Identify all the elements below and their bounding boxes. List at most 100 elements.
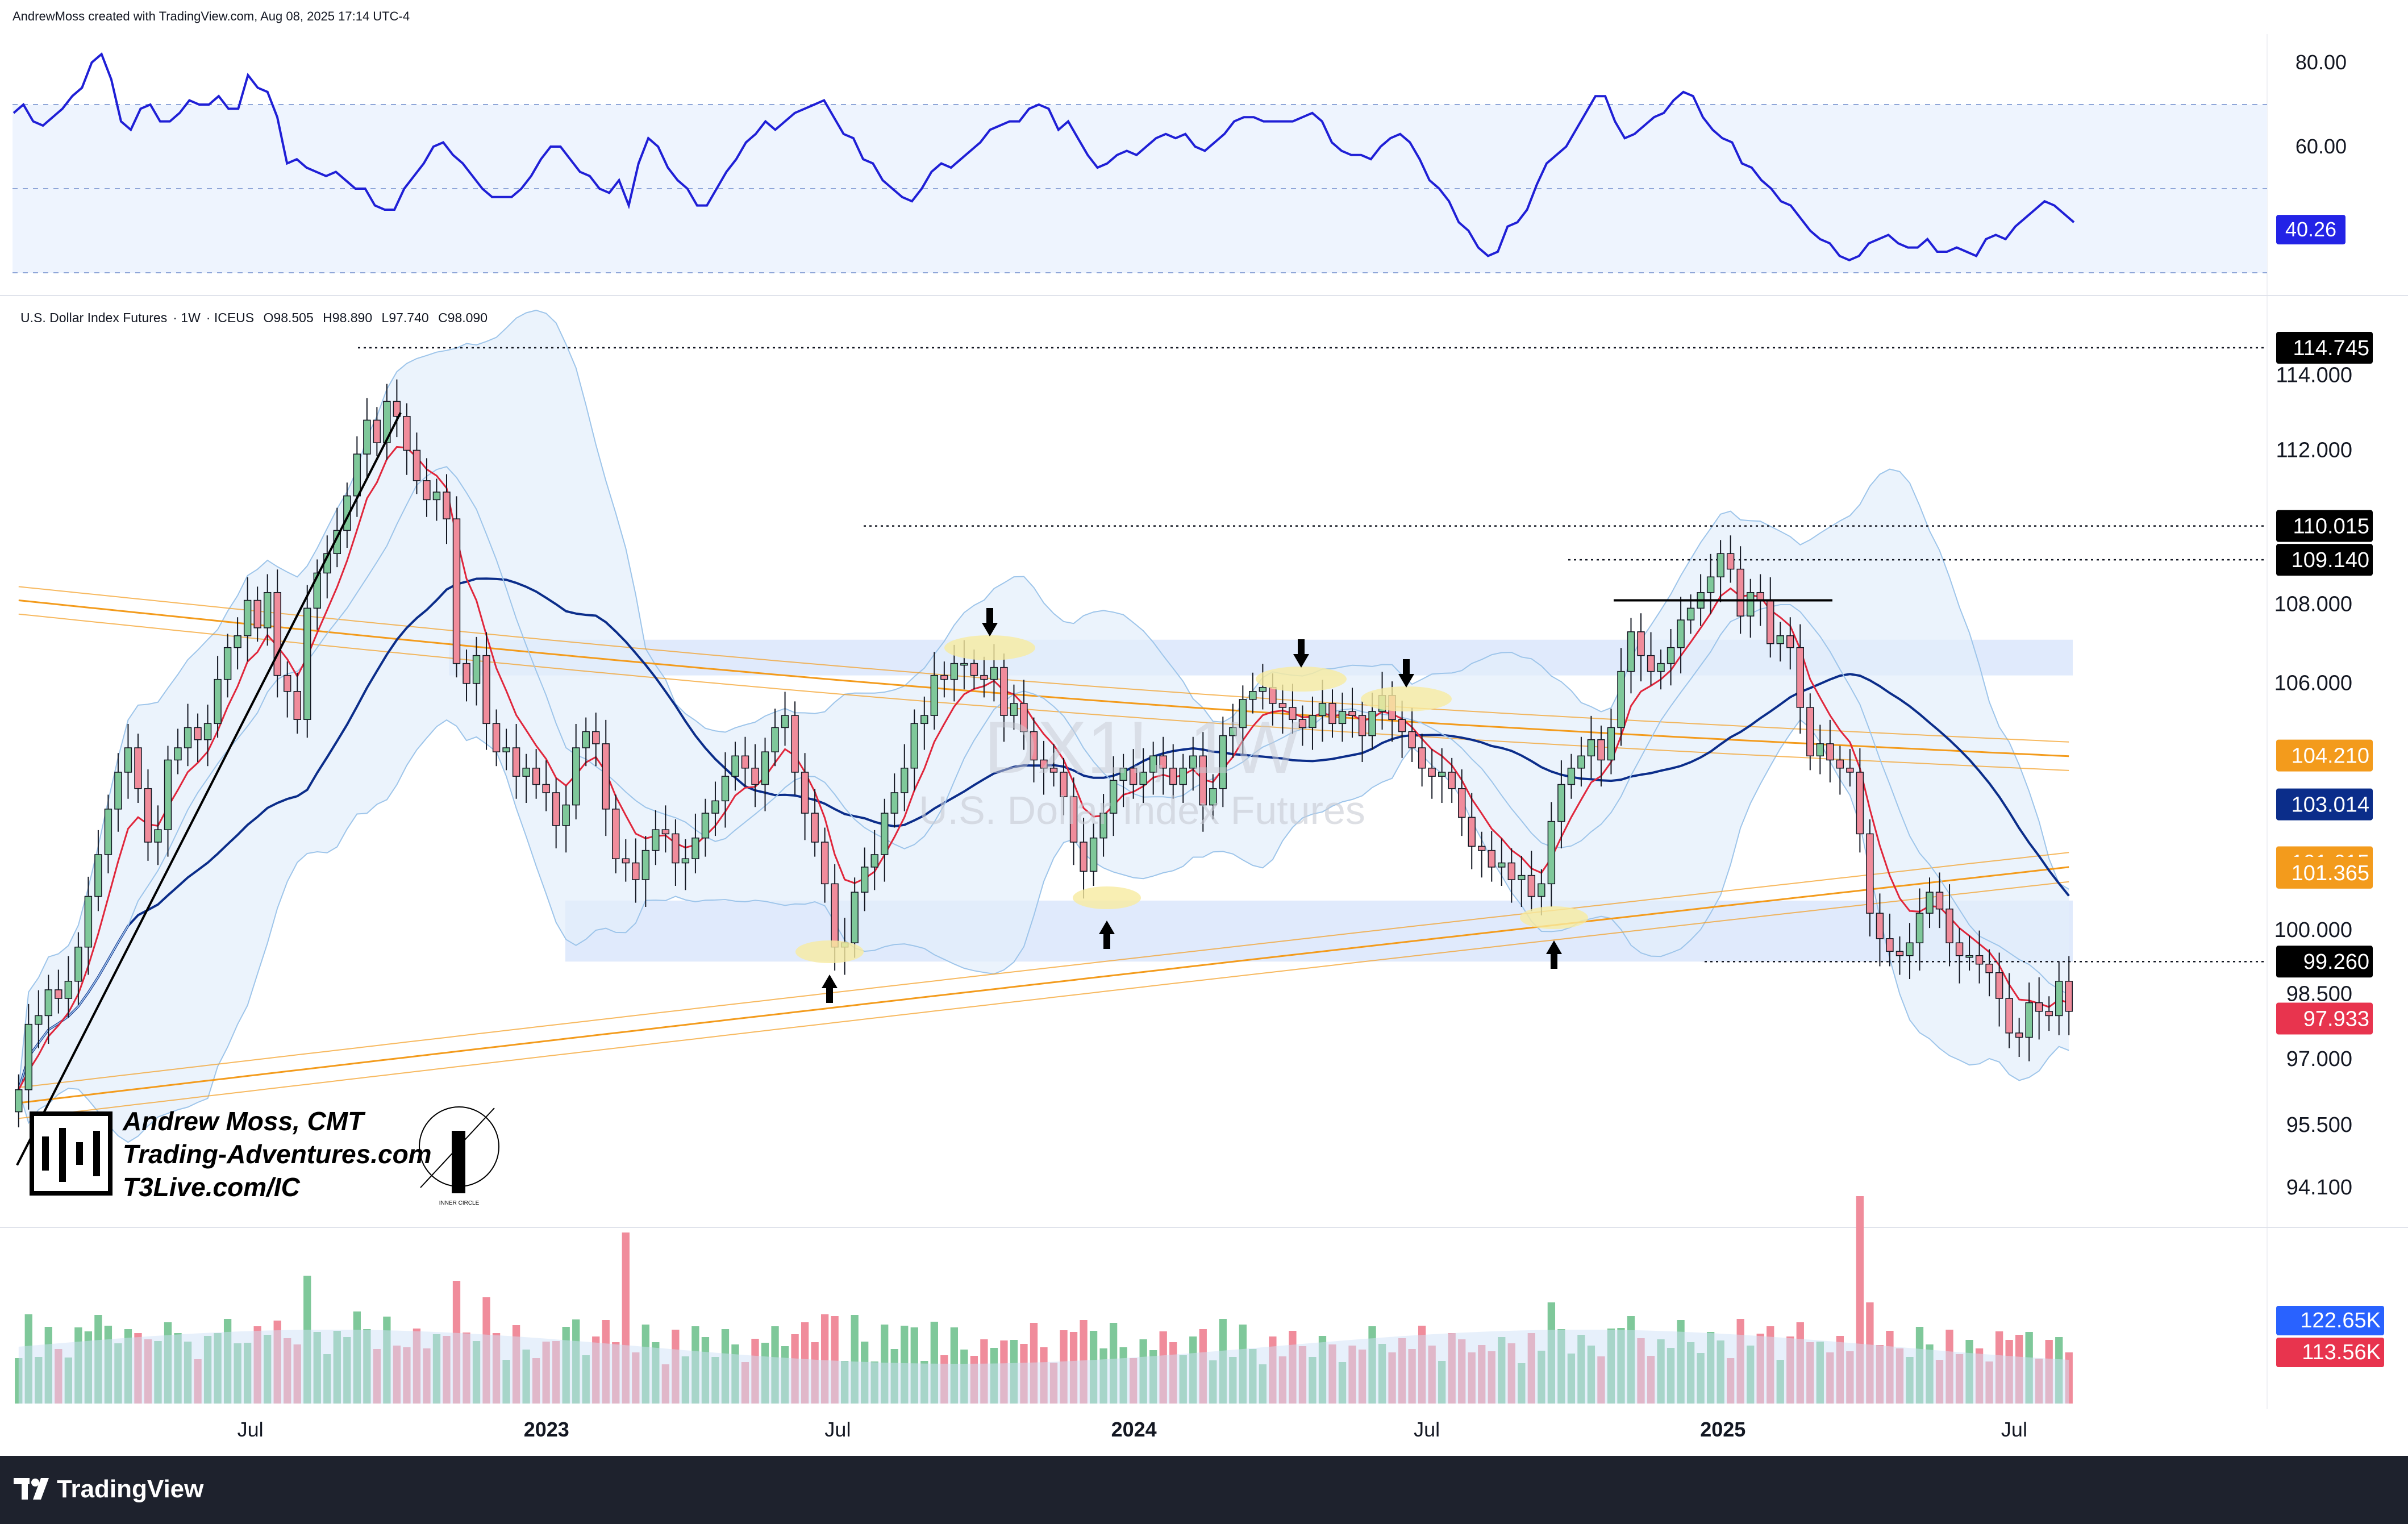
candle[interactable]: [1338, 692, 1347, 742]
candle[interactable]: [1527, 851, 1536, 911]
candle[interactable]: [1488, 831, 1495, 882]
candle[interactable]: [234, 617, 241, 670]
candle[interactable]: [641, 836, 650, 907]
candle[interactable]: [761, 738, 769, 811]
price-tag-label[interactable]: 109.140: [2276, 544, 2373, 576]
candle[interactable]: [1637, 613, 1645, 682]
candle[interactable]: [820, 827, 829, 903]
candle[interactable]: [681, 839, 690, 890]
candle[interactable]: [1617, 648, 1625, 746]
candle[interactable]: [1358, 701, 1367, 763]
candle[interactable]: [2025, 982, 2033, 1061]
candle[interactable]: [203, 705, 212, 767]
candle[interactable]: [1119, 753, 1127, 807]
candle[interactable]: [592, 713, 600, 767]
candle[interactable]: [1736, 546, 1744, 634]
candle[interactable]: [1726, 535, 1735, 583]
symbol-legend[interactable]: U.S. Dollar Index Futures · 1W · ICEUS O98…: [20, 310, 488, 325]
candle[interactable]: [393, 379, 401, 438]
candle[interactable]: [303, 585, 311, 738]
candle[interactable]: [512, 724, 520, 799]
candle[interactable]: [383, 384, 391, 460]
candle[interactable]: [1796, 624, 1804, 734]
candle[interactable]: [1448, 757, 1456, 803]
candle[interactable]: [114, 753, 122, 832]
candle[interactable]: [502, 728, 510, 771]
candle[interactable]: [1945, 884, 1953, 967]
candle[interactable]: [1547, 802, 1556, 907]
candle[interactable]: [293, 672, 301, 734]
candle[interactable]: [920, 696, 928, 750]
candle[interactable]: [980, 656, 988, 698]
candle[interactable]: [910, 709, 918, 791]
candle[interactable]: [791, 701, 799, 795]
candle[interactable]: [612, 794, 620, 873]
candle[interactable]: [194, 713, 202, 763]
candle[interactable]: [104, 794, 113, 873]
candle[interactable]: [363, 398, 371, 479]
candle[interactable]: [1866, 819, 1874, 937]
candle[interactable]: [273, 569, 281, 698]
candle[interactable]: [771, 709, 779, 767]
price-tag-label[interactable]: 97.933: [2276, 1002, 2373, 1035]
candle[interactable]: [1408, 707, 1416, 763]
candle[interactable]: [751, 744, 759, 807]
candle[interactable]: [1647, 632, 1655, 686]
candle[interactable]: [2005, 973, 2013, 1048]
candle[interactable]: [1348, 688, 1356, 738]
candle[interactable]: [1209, 774, 1217, 819]
candle[interactable]: [890, 773, 898, 828]
candle[interactable]: [1816, 724, 1824, 775]
candle[interactable]: [1557, 760, 1565, 848]
candle[interactable]: [1418, 734, 1426, 787]
candle[interactable]: [1298, 705, 1307, 746]
candle[interactable]: [1229, 703, 1237, 758]
candle[interactable]: [552, 778, 560, 848]
candle[interactable]: [901, 744, 909, 811]
candle[interactable]: [1259, 664, 1267, 710]
candle[interactable]: [1895, 936, 1904, 975]
candle[interactable]: [1627, 618, 1635, 694]
candle[interactable]: [84, 876, 93, 975]
candle[interactable]: [24, 1003, 32, 1110]
candle[interactable]: [1219, 717, 1227, 807]
candle[interactable]: [1786, 617, 1794, 670]
candle[interactable]: [1109, 756, 1118, 836]
candle[interactable]: [1926, 877, 1934, 928]
candle[interactable]: [1567, 753, 1576, 799]
candle[interactable]: [1507, 848, 1516, 903]
candle[interactable]: [1179, 753, 1187, 803]
price-tag-label[interactable]: 101.365: [2276, 856, 2373, 889]
candle[interactable]: [711, 781, 719, 836]
candle[interactable]: [1597, 725, 1605, 787]
candle[interactable]: [134, 734, 142, 803]
candle[interactable]: [44, 975, 53, 1044]
candle[interactable]: [1169, 744, 1177, 799]
candle[interactable]: [55, 969, 63, 1014]
candle[interactable]: [1149, 742, 1157, 795]
candle[interactable]: [1965, 935, 1973, 971]
candle[interactable]: [413, 432, 421, 494]
candle[interactable]: [1985, 949, 1993, 997]
candle[interactable]: [1935, 872, 1944, 928]
candle[interactable]: [731, 742, 739, 791]
candle[interactable]: [1717, 540, 1724, 602]
candle[interactable]: [801, 753, 809, 840]
candle[interactable]: [1518, 856, 1526, 907]
candle[interactable]: [423, 458, 431, 517]
candle[interactable]: [1289, 684, 1297, 734]
candle[interactable]: [1129, 749, 1138, 799]
candle[interactable]: [2065, 956, 2073, 1035]
candle[interactable]: [1080, 818, 1088, 899]
price-tag-label[interactable]: 99.260: [2276, 946, 2373, 978]
candle[interactable]: [284, 661, 291, 718]
candle[interactable]: [184, 703, 192, 767]
candle[interactable]: [15, 1074, 23, 1127]
candle[interactable]: [1677, 597, 1685, 674]
candle[interactable]: [1886, 913, 1894, 967]
tradingview-logo-icon[interactable]: [14, 1477, 53, 1502]
price-tag-label[interactable]: 103.014: [2276, 788, 2373, 821]
price-tag-label[interactable]: 110.015: [2276, 510, 2373, 542]
candle[interactable]: [940, 661, 948, 698]
candle[interactable]: [2055, 961, 2063, 1035]
